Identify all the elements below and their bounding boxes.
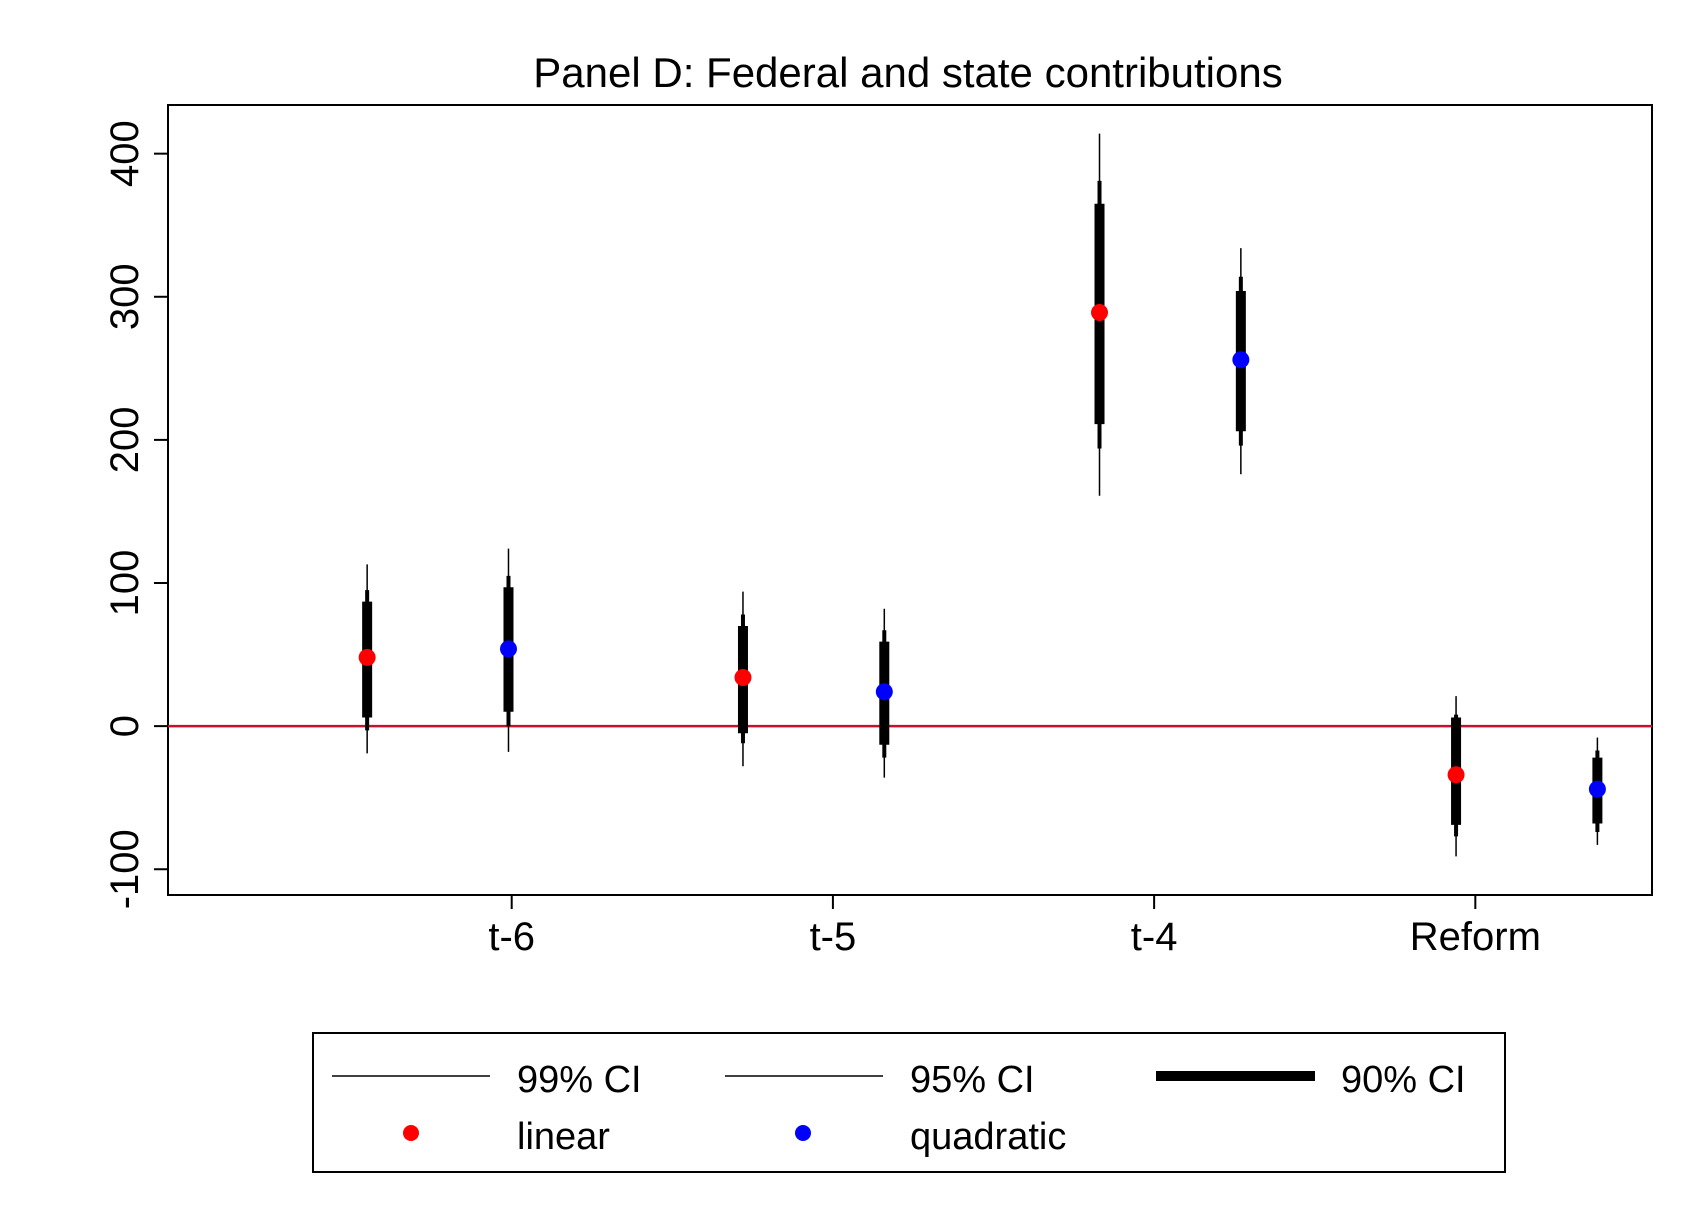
x-axis: t-6 t-5 t-4 Reform: [488, 895, 1541, 959]
legend-linear-label: linear: [517, 1116, 610, 1158]
quadratic-point: [1232, 351, 1250, 369]
legend-box: [312, 1032, 1506, 1173]
x-tick-label: t-4: [1131, 915, 1178, 959]
linear-point: [1447, 766, 1465, 784]
y-tick-label: 400: [103, 120, 147, 187]
quadratic-point: [499, 640, 517, 658]
legend: 99% CI 95% CI 90% CI linear quadratic: [312, 1032, 1506, 1173]
legend-linear-swatch: [403, 1125, 419, 1141]
legend-quadratic-label: quadratic: [910, 1116, 1066, 1158]
y-tick-label: 300: [103, 263, 147, 330]
quadratic-point: [875, 683, 893, 701]
y-tick-label: -100: [103, 829, 147, 909]
y-tick-label: 200: [103, 407, 147, 474]
chart-marks: [358, 133, 1606, 857]
linear-point: [1091, 304, 1109, 322]
x-tick-label: t-5: [810, 915, 857, 959]
legend-ci99-label: 99% CI: [517, 1059, 642, 1101]
x-tick-label: Reform: [1410, 915, 1541, 959]
quadratic-point: [1588, 780, 1606, 798]
legend-ci90-label: 90% CI: [1341, 1059, 1466, 1101]
chart-title: Panel D: Federal and state contributions: [533, 49, 1282, 96]
x-tick-label: t-6: [488, 915, 535, 959]
legend-ci95-label: 95% CI: [910, 1059, 1035, 1101]
linear-point: [358, 648, 376, 666]
y-tick-label: 100: [103, 550, 147, 617]
legend-quadratic-swatch: [795, 1125, 811, 1141]
plot-area: [167, 104, 1653, 896]
linear-point: [734, 668, 752, 686]
y-tick-label: 0: [103, 715, 147, 737]
y-axis: -100 0 100 200 300 400: [103, 120, 168, 909]
